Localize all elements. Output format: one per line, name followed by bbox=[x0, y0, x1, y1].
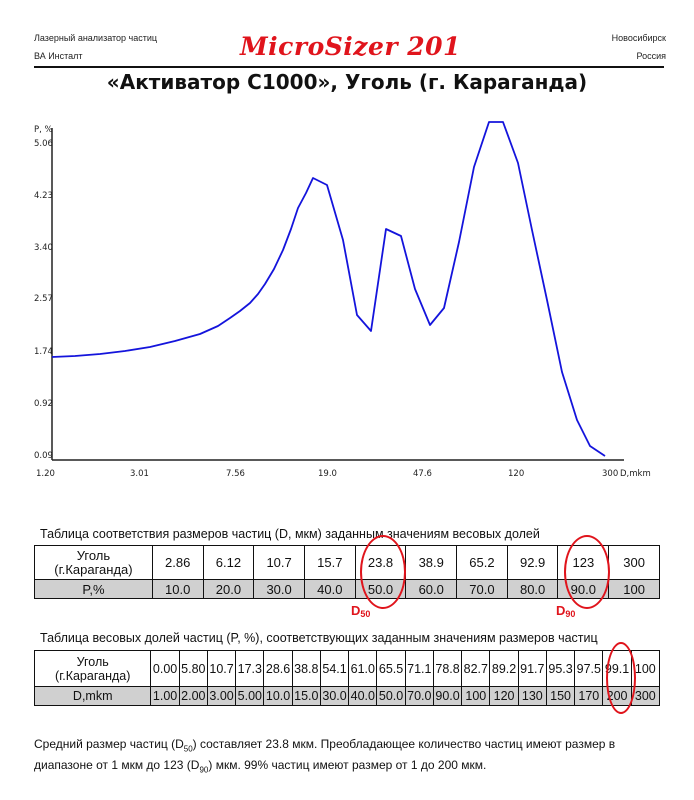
svg-text:300: 300 bbox=[602, 469, 618, 479]
svg-text:0.92: 0.92 bbox=[34, 399, 53, 409]
summary-text: Средний размер частиц (D50) составляет 2… bbox=[34, 737, 616, 775]
table-cell: 10.0 bbox=[263, 686, 293, 706]
y-axis-label: P, % bbox=[34, 125, 53, 135]
table-cell: 1.00 bbox=[150, 686, 180, 706]
header-divider bbox=[34, 66, 664, 68]
table-cell: 40.0 bbox=[303, 579, 356, 599]
table-cell: 78.8 bbox=[432, 650, 463, 687]
svg-text:7.56: 7.56 bbox=[226, 469, 245, 479]
header-company: ВА Инсталт bbox=[34, 51, 83, 61]
page-title: «Активатор С1000», Уголь (г. Караганда) bbox=[106, 70, 588, 94]
row-header: P,% bbox=[34, 579, 153, 599]
table-cell: 30.0 bbox=[319, 686, 350, 706]
table-cell: 2.86 bbox=[151, 545, 204, 580]
table-cell: 10.7 bbox=[206, 650, 237, 687]
table-cell: 54.1 bbox=[319, 650, 350, 687]
table-cell: 70.0 bbox=[404, 686, 434, 706]
svg-text:2.57: 2.57 bbox=[34, 294, 53, 304]
table-cell: 91.7 bbox=[517, 650, 547, 687]
x-tick-labels: 1.20 3.01 7.56 19.0 47.6 120 300 D,mkm bbox=[36, 469, 651, 479]
table-cell: 150 bbox=[545, 686, 576, 706]
header-city: Новосибирск bbox=[611, 33, 666, 43]
row-header: Уголь (г.Караганда) bbox=[33, 650, 152, 687]
row-header: D,mkm bbox=[33, 686, 152, 706]
table-cell: 82.7 bbox=[461, 650, 491, 687]
table-cell: 65.5 bbox=[376, 650, 406, 687]
table-cell: 71.1 bbox=[404, 650, 434, 687]
table-cell: 61.0 bbox=[348, 650, 378, 687]
svg-text:D,mkm: D,mkm bbox=[620, 469, 651, 479]
table2-caption: Таблица весовых долей частиц (P, %), соо… bbox=[40, 631, 598, 645]
table-cell: 20.0 bbox=[202, 579, 255, 599]
y-tick-labels: 5.06 4.23 3.40 2.57 1.74 0.92 0.09 bbox=[34, 139, 53, 461]
table-cell: 120 bbox=[489, 686, 519, 706]
table-cell: 17.3 bbox=[235, 650, 265, 687]
table-cell: 28.6 bbox=[263, 650, 293, 687]
table-cell: 2.00 bbox=[178, 686, 208, 706]
table-cell: 300 bbox=[630, 686, 661, 706]
table-cell: 3.00 bbox=[206, 686, 237, 706]
table-cell: 10.7 bbox=[253, 545, 305, 580]
svg-text:120: 120 bbox=[508, 469, 524, 479]
table-cell: 0.00 bbox=[150, 650, 180, 687]
header-country: Россия bbox=[636, 51, 666, 61]
table-cell: 95.3 bbox=[545, 650, 576, 687]
table-cell: 15.7 bbox=[303, 545, 356, 580]
table-cell: 38.9 bbox=[405, 545, 458, 580]
svg-text:3.40: 3.40 bbox=[34, 243, 53, 253]
table-row: Уголь (г.Караганда) 0.00 5.80 10.7 17.3 2… bbox=[33, 650, 661, 687]
distribution-chart: P, % 5.06 4.23 3.40 2.57 1.74 0.92 0.09 … bbox=[34, 121, 651, 479]
svg-text:3.01: 3.01 bbox=[130, 469, 149, 479]
table-cell: 5.80 bbox=[178, 650, 208, 687]
d90-highlight-ellipse bbox=[564, 535, 610, 609]
p99-highlight-ellipse bbox=[606, 642, 636, 714]
svg-text:19.0: 19.0 bbox=[318, 469, 337, 479]
table-cell: 170 bbox=[574, 686, 604, 706]
header-device-name: Лазерный анализатор частиц bbox=[34, 33, 158, 43]
svg-text:4.23: 4.23 bbox=[34, 191, 53, 201]
table-cell: 70.0 bbox=[456, 579, 508, 599]
table-cell: 89.2 bbox=[489, 650, 519, 687]
table-cell: 92.9 bbox=[506, 545, 559, 580]
svg-text:5.06: 5.06 bbox=[34, 139, 53, 149]
table-cell: 300 bbox=[608, 545, 660, 580]
table-cell: 10.0 bbox=[151, 579, 204, 599]
d50-highlight-ellipse bbox=[360, 535, 406, 609]
svg-text:1.74: 1.74 bbox=[34, 347, 53, 357]
svg-text:0.09: 0.09 bbox=[34, 451, 53, 461]
distribution-curve bbox=[51, 121, 606, 457]
brand-logo: MicroSizer 201 bbox=[240, 32, 461, 61]
table-cell: 130 bbox=[517, 686, 547, 706]
table-cell: 15.0 bbox=[291, 686, 321, 706]
svg-text:1.20: 1.20 bbox=[36, 469, 55, 479]
table-cell: 30.0 bbox=[253, 579, 305, 599]
table-cell: 60.0 bbox=[405, 579, 458, 599]
table-cell: 65.2 bbox=[456, 545, 508, 580]
table-cell: 100 bbox=[608, 579, 660, 599]
table-cell: 38.8 bbox=[291, 650, 321, 687]
table-cell: 50.0 bbox=[376, 686, 406, 706]
table-cell: 90.0 bbox=[432, 686, 463, 706]
table1-caption: Таблица соответствия размеров частиц (D,… bbox=[40, 527, 540, 541]
table-row: D,mkm 1.00 2.00 3.00 5.00 10.0 15.0 30.0… bbox=[33, 686, 661, 706]
svg-text:47.6: 47.6 bbox=[413, 469, 432, 479]
table-cell: 5.00 bbox=[235, 686, 265, 706]
table-fraction-by-size: Уголь (г.Караганда) 0.00 5.80 10.7 17.3 2… bbox=[33, 650, 661, 706]
d50-label: D50 bbox=[351, 603, 371, 619]
table-cell: 100 bbox=[461, 686, 491, 706]
table-cell: 80.0 bbox=[506, 579, 559, 599]
table-cell: 6.12 bbox=[202, 545, 255, 580]
table-cell: 40.0 bbox=[348, 686, 378, 706]
d90-label: D90 bbox=[556, 603, 576, 619]
row-header: Уголь (г.Караганда) bbox=[34, 545, 153, 580]
table-cell: 97.5 bbox=[574, 650, 604, 687]
